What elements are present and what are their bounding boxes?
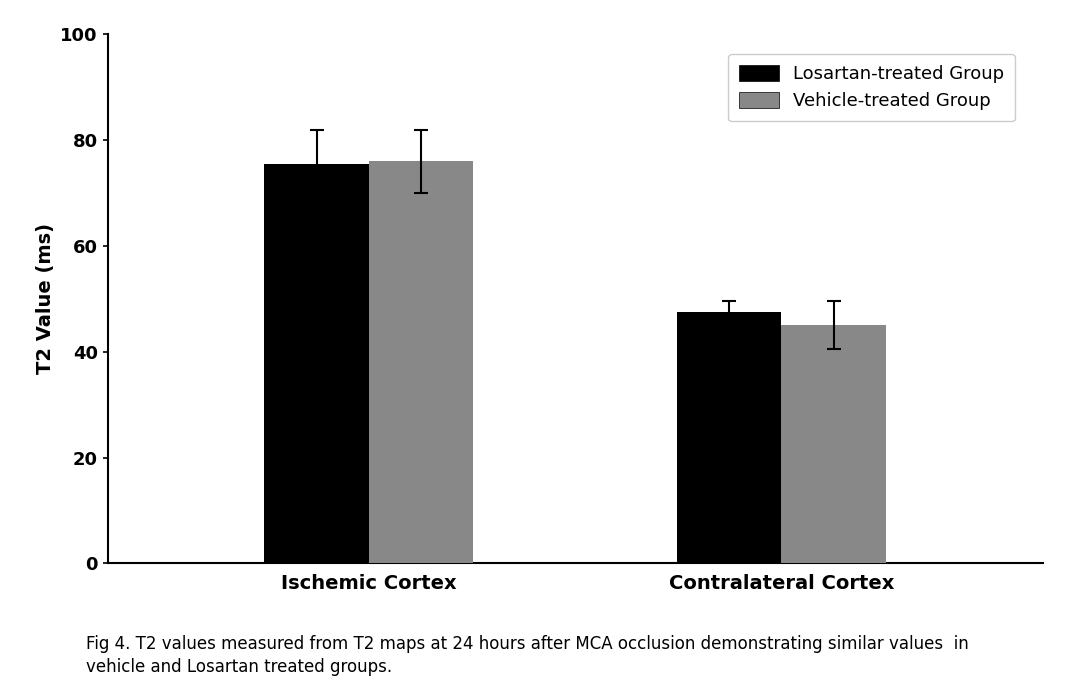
- Bar: [369, 161, 473, 563]
- Bar: [782, 326, 886, 563]
- Text: Fig 4. T2 values measured from T2 maps at 24 hours after MCA occlusion demonstra: Fig 4. T2 values measured from T2 maps a…: [86, 635, 969, 653]
- Legend: Losartan-treated Group, Vehicle-treated Group: Losartan-treated Group, Vehicle-treated …: [728, 54, 1015, 121]
- Bar: [264, 164, 369, 563]
- Bar: [677, 312, 782, 563]
- Y-axis label: T2 Value (ms): T2 Value (ms): [35, 223, 55, 374]
- Text: vehicle and Losartan treated groups.: vehicle and Losartan treated groups.: [86, 658, 392, 676]
